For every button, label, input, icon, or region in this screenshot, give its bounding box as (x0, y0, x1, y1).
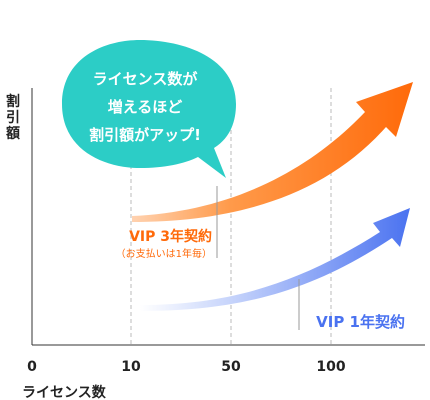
y-axis-label-char-1: 割 (6, 93, 20, 110)
callout-line-3: 割引額がアップ! (89, 126, 201, 144)
series-vip1-label: VIP 1年契約 (316, 313, 405, 331)
callout-bubble (62, 40, 236, 178)
series-vip3-arrow (132, 82, 413, 222)
x-tick-100: 100 (316, 359, 345, 375)
x-tick-50: 50 (221, 359, 241, 375)
callout-line-2: 増えるほど (108, 98, 183, 116)
x-tick-0: 0 (27, 359, 37, 375)
series-vip3-note: （お支払いは1年毎） (116, 247, 212, 260)
y-axis-label-char-3: 額 (5, 125, 20, 142)
callout-line-1: ライセンス数が (93, 70, 199, 88)
series-vip3-label: VIP 3年契約 (129, 228, 212, 245)
y-axis-label-char-2: 引 (6, 110, 20, 126)
series-vip1-arrow (140, 208, 410, 311)
x-tick-10: 10 (121, 359, 141, 375)
x-axis-label: ライセンス数 (22, 384, 107, 400)
